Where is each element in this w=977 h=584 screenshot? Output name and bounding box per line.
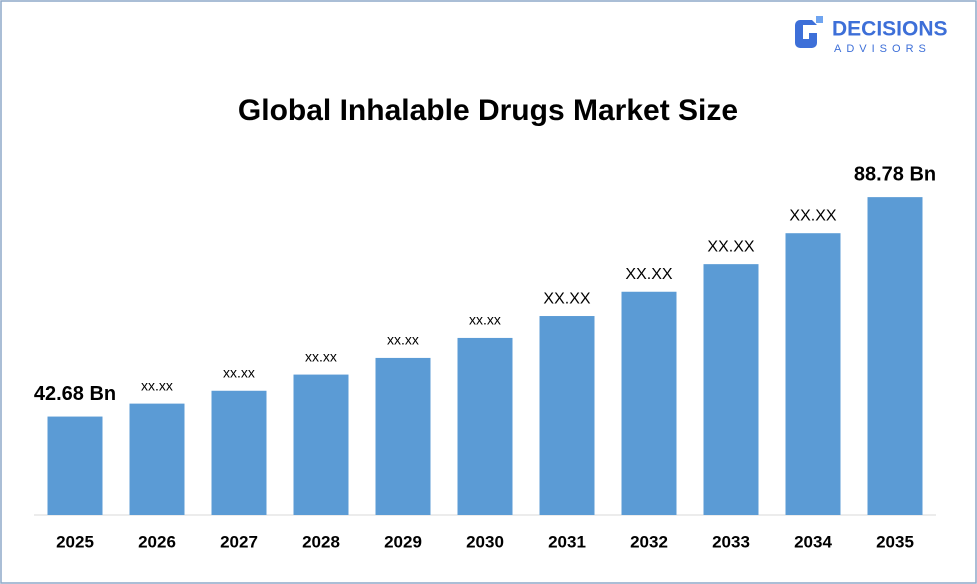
- logo-dot: [816, 16, 823, 23]
- x-tick-label: 2030: [466, 532, 504, 551]
- bar: [621, 291, 677, 515]
- value-label: XX.XX: [625, 266, 672, 283]
- value-label: xx.xx: [469, 312, 501, 328]
- bar: [785, 233, 841, 515]
- value-label: 42.68 Bn: [34, 383, 116, 405]
- logo: DECISIONS ADVISORS: [795, 16, 948, 55]
- bar: [211, 390, 267, 515]
- bar: [129, 403, 185, 515]
- bar: [47, 416, 103, 515]
- bar: [703, 264, 759, 515]
- x-tick-label: 2033: [712, 532, 750, 551]
- bar: [539, 316, 595, 515]
- value-label: xx.xx: [387, 332, 419, 348]
- x-tick-label: 2025: [56, 532, 94, 551]
- x-tick-label: 2032: [630, 532, 668, 551]
- value-label: xx.xx: [223, 364, 255, 380]
- chart-title: Global Inhalable Drugs Market Size: [238, 94, 738, 127]
- value-label: XX.XX: [707, 238, 754, 255]
- value-label: XX.XX: [543, 290, 590, 307]
- x-tick-label: 2034: [794, 532, 832, 551]
- value-label: xx.xx: [305, 348, 337, 364]
- logo-icon: [795, 20, 817, 48]
- bar: [867, 197, 923, 515]
- x-tick-label: 2028: [302, 532, 340, 551]
- bar: [375, 357, 431, 515]
- logo-tagline: ADVISORS: [834, 43, 931, 55]
- value-label: 88.78 Bn: [854, 163, 936, 185]
- x-tick-label: 2026: [138, 532, 176, 551]
- x-tick-label: 2027: [220, 532, 258, 551]
- logo-name: DECISIONS: [832, 18, 948, 41]
- bar: [457, 337, 513, 515]
- x-tick-label: 2031: [548, 532, 586, 551]
- value-label: XX.XX: [789, 207, 836, 224]
- x-tick-label: 2035: [876, 532, 914, 551]
- x-tick-label: 2029: [384, 532, 422, 551]
- value-label: xx.xx: [141, 377, 173, 393]
- bar: [293, 374, 349, 515]
